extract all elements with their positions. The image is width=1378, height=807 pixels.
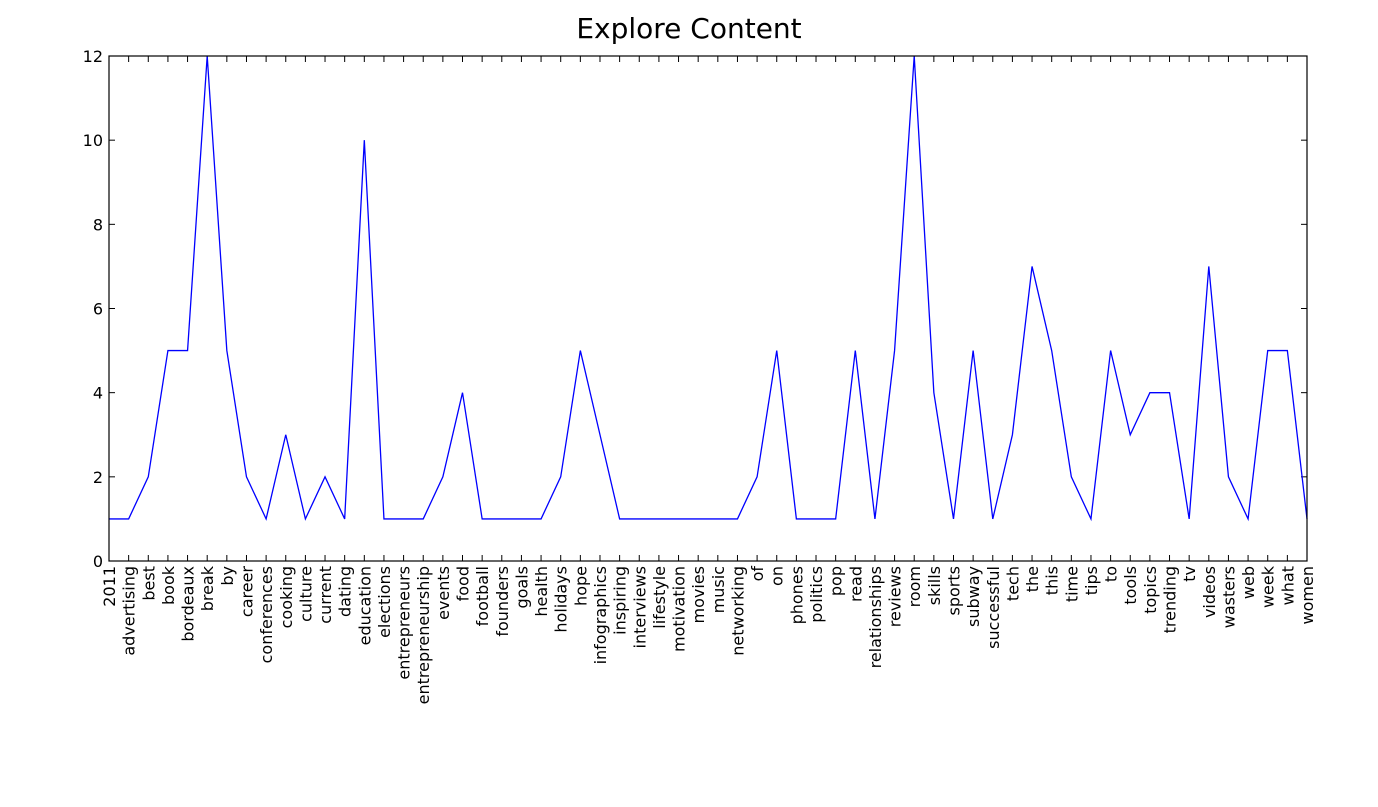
y-tick-label: 8 — [93, 215, 103, 234]
x-axis: 2011 advertising best book bordeaux break by ca… — [100, 56, 1317, 704]
x-tick-label: successful — [984, 566, 1003, 649]
x-tick-label: dating — [336, 566, 355, 617]
x-tick-label: music — [709, 566, 728, 613]
y-tick-label: 12 — [83, 47, 103, 66]
x-tick-label: football — [473, 566, 492, 626]
x-tick-label: phones — [787, 566, 806, 624]
x-tick-label: topics — [1141, 566, 1160, 614]
x-tick-label: inspiring — [611, 566, 630, 635]
x-tick-label: tv — [1180, 566, 1199, 582]
x-tick-label: holidays — [552, 566, 571, 633]
y-tick-label: 2 — [93, 468, 103, 487]
x-tick-label: interviews — [630, 566, 649, 648]
x-tick-label: culture — [296, 566, 315, 622]
x-tick-label: advertising — [120, 566, 139, 656]
x-tick-label: the — [1023, 566, 1042, 592]
x-tick-label: 2011 — [100, 566, 119, 607]
plot-frame — [108, 55, 1308, 562]
x-tick-label: what — [1278, 566, 1297, 605]
x-tick-label: to — [1102, 566, 1121, 582]
x-tick-label: events — [434, 566, 453, 620]
x-tick-label: founders — [493, 566, 512, 637]
x-tick-label: wasters — [1219, 566, 1238, 628]
x-tick-label: movies — [689, 566, 708, 623]
x-tick-label: by — [218, 566, 237, 586]
x-tick-label: education — [355, 566, 374, 645]
x-tick-label: networking — [728, 566, 747, 656]
x-tick-label: break — [198, 565, 217, 611]
x-tick-label: pop — [827, 566, 846, 596]
y-tick-label: 0 — [93, 552, 103, 571]
x-tick-label: politics — [807, 566, 826, 623]
x-tick-label: tech — [1003, 566, 1022, 601]
x-tick-label: reviews — [886, 566, 905, 627]
x-tick-label: motivation — [670, 566, 689, 652]
x-tick-label: time — [1062, 566, 1081, 602]
x-tick-label: read — [846, 566, 865, 602]
x-tick-label: current — [316, 566, 335, 624]
x-tick-label: skills — [925, 566, 944, 605]
x-tick-label: bordeaux — [179, 566, 198, 642]
x-tick-label: conferences — [257, 566, 276, 663]
x-tick-label: web — [1239, 566, 1258, 599]
series-line — [109, 55, 1308, 522]
x-tick-label: tools — [1121, 566, 1140, 605]
x-tick-label: week — [1259, 565, 1278, 608]
x-tick-label: subway — [964, 566, 983, 627]
x-tick-label: food — [454, 566, 473, 601]
x-tick-label: career — [237, 566, 256, 618]
y-axis: 0 2 4 6 8 10 12 — [83, 47, 1307, 571]
y-tick-label: 10 — [83, 131, 103, 150]
x-tick-label: women — [1298, 566, 1317, 624]
x-tick-label: videos — [1200, 566, 1219, 618]
x-tick-label: hope — [571, 566, 590, 606]
x-tick-label: lifestyle — [650, 566, 669, 629]
x-tick-label: on — [768, 566, 787, 586]
chart-title: Explore Content — [576, 12, 801, 45]
x-tick-label: of — [748, 566, 767, 582]
x-tick-label: infographics — [591, 566, 610, 664]
x-tick-label: cooking — [277, 566, 296, 628]
y-tick-label: 4 — [93, 384, 103, 403]
x-tick-label: tips — [1082, 566, 1101, 595]
x-tick-label: entrepreneurship — [414, 566, 433, 704]
x-tick-label: entrepreneurs — [395, 566, 414, 680]
x-tick-label: this — [1043, 566, 1062, 595]
x-tick-label: sports — [944, 566, 963, 615]
x-tick-label: health — [532, 566, 551, 617]
y-tick-label: 6 — [93, 300, 103, 319]
x-tick-label: elections — [375, 566, 394, 638]
x-tick-label: trending — [1161, 566, 1180, 633]
x-tick-label: relationships — [866, 566, 885, 668]
x-tick-label: best — [139, 566, 158, 601]
x-tick-label: room — [905, 566, 924, 607]
x-tick-label: book — [159, 565, 178, 605]
x-tick-label: goals — [512, 566, 531, 609]
